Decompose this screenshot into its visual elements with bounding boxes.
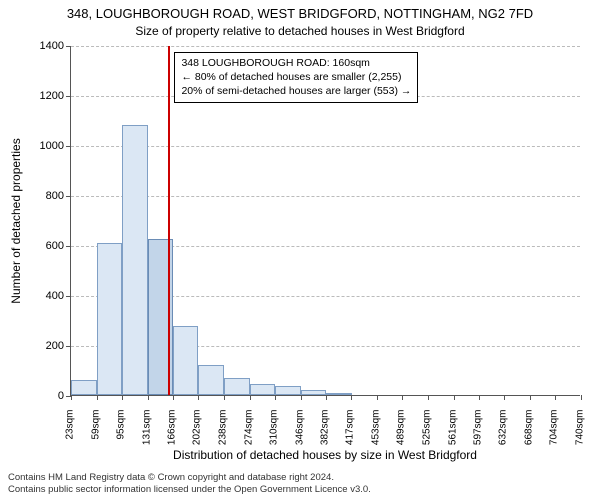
histogram-bar — [224, 378, 250, 396]
xtick-label: 346sqm — [294, 410, 305, 450]
xtick-label: 274sqm — [243, 410, 254, 450]
xtick-mark — [555, 395, 556, 400]
xtick-mark — [530, 395, 531, 400]
histogram-bar — [301, 390, 327, 395]
xtick-label: 561sqm — [447, 410, 458, 450]
ytick-mark — [66, 96, 71, 97]
ytick-mark — [66, 346, 71, 347]
ytick-label: 400 — [14, 290, 64, 302]
histogram-bar — [71, 380, 97, 395]
xtick-label: 740sqm — [575, 410, 586, 450]
xtick-label: 131sqm — [141, 410, 152, 450]
histogram-bar — [250, 384, 276, 395]
ytick-mark — [66, 296, 71, 297]
ytick-mark — [66, 146, 71, 147]
xtick-label: 23sqm — [65, 410, 76, 450]
histogram-bar — [198, 365, 224, 395]
y-axis-label: Number of detached properties — [9, 138, 23, 303]
gridline-h — [71, 46, 580, 47]
ytick-mark — [66, 46, 71, 47]
xtick-mark — [97, 395, 98, 400]
xtick-label: 166sqm — [166, 410, 177, 450]
xtick-mark — [148, 395, 149, 400]
annotation-line: 348 LOUGHBOROUGH ROAD: 160sqm — [181, 56, 411, 70]
xtick-label: 632sqm — [498, 410, 509, 450]
histogram-bar — [173, 326, 199, 395]
footer-line-2: Contains public sector information licen… — [8, 484, 371, 496]
xtick-mark — [71, 395, 72, 400]
xtick-mark — [479, 395, 480, 400]
xtick-label: 489sqm — [396, 410, 407, 450]
xtick-label: 95sqm — [116, 410, 127, 450]
xtick-mark — [173, 395, 174, 400]
xtick-mark — [402, 395, 403, 400]
footer-line-1: Contains HM Land Registry data © Crown c… — [8, 472, 371, 484]
xtick-label: 59sqm — [90, 410, 101, 450]
histogram-bar — [97, 243, 123, 396]
chart-title-main: 348, LOUGHBOROUGH ROAD, WEST BRIDGFORD, … — [0, 6, 600, 21]
annotation-line: ← 80% of detached houses are smaller (2,… — [181, 70, 411, 84]
ytick-label: 800 — [14, 190, 64, 202]
xtick-label: 597sqm — [473, 410, 484, 450]
xtick-label: 238sqm — [217, 410, 228, 450]
xtick-label: 310sqm — [269, 410, 280, 450]
chart-title-sub: Size of property relative to detached ho… — [0, 24, 600, 38]
xtick-label: 417sqm — [345, 410, 356, 450]
xtick-label: 525sqm — [422, 410, 433, 450]
xtick-label: 704sqm — [549, 410, 560, 450]
footer-attribution: Contains HM Land Registry data © Crown c… — [8, 472, 371, 496]
xtick-mark — [351, 395, 352, 400]
histogram-bar — [122, 125, 148, 395]
xtick-mark — [275, 395, 276, 400]
chart-container: 348, LOUGHBOROUGH ROAD, WEST BRIDGFORD, … — [0, 0, 600, 500]
ytick-label: 1000 — [14, 140, 64, 152]
xtick-label: 202sqm — [192, 410, 203, 450]
annotation-line: 20% of semi-detached houses are larger (… — [181, 84, 411, 98]
xtick-label: 668sqm — [523, 410, 534, 450]
histogram-bar — [275, 386, 301, 395]
ytick-label: 1200 — [14, 90, 64, 102]
plot-area: 348 LOUGHBOROUGH ROAD: 160sqm← 80% of de… — [70, 46, 580, 396]
ytick-label: 1400 — [14, 40, 64, 52]
xtick-label: 382sqm — [320, 410, 331, 450]
xtick-label: 453sqm — [370, 410, 381, 450]
x-axis-label: Distribution of detached houses by size … — [70, 448, 580, 462]
reference-line — [168, 46, 170, 395]
xtick-mark — [224, 395, 225, 400]
annotation-box: 348 LOUGHBOROUGH ROAD: 160sqm← 80% of de… — [174, 52, 418, 103]
ytick-label: 200 — [14, 340, 64, 352]
histogram-bar — [326, 393, 352, 396]
ytick-label: 0 — [14, 390, 64, 402]
xtick-mark — [198, 395, 199, 400]
xtick-mark — [454, 395, 455, 400]
xtick-mark — [250, 395, 251, 400]
xtick-mark — [122, 395, 123, 400]
ytick-mark — [66, 246, 71, 247]
xtick-mark — [428, 395, 429, 400]
xtick-mark — [581, 395, 582, 400]
xtick-mark — [301, 395, 302, 400]
ytick-label: 600 — [14, 240, 64, 252]
ytick-mark — [66, 196, 71, 197]
xtick-mark — [504, 395, 505, 400]
xtick-mark — [326, 395, 327, 400]
xtick-mark — [377, 395, 378, 400]
